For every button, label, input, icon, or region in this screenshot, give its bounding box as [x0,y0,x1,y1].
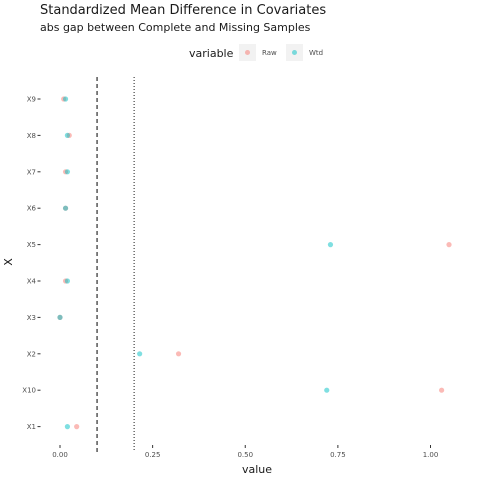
point-wtd-x2 [137,351,143,357]
chart-title: Standardized Mean Difference in Covariat… [40,3,326,18]
point-wtd-x8 [64,132,71,138]
point-wtd-x5 [327,242,334,248]
y-tick-label-x3: X3 [27,314,36,322]
point-wtd-x7 [64,169,71,175]
legend-label-raw: Raw [262,49,277,57]
x-axis-title: value [242,463,272,476]
y-tick-label-x9: X9 [27,96,36,104]
data-points [57,96,452,430]
y-tick-label-x8: X8 [27,132,36,140]
y-tick-label-x7: X7 [27,168,36,176]
point-raw-x10 [439,387,445,393]
point-wtd-x9 [62,96,69,102]
point-raw-x2 [175,351,182,357]
y-tick-label-x2: X2 [27,350,36,358]
point-wtd-x3 [57,314,63,320]
y-axis-title: X [2,258,15,266]
x-tick-label-1: 0.25 [145,451,161,459]
point-wtd-x10 [324,387,330,393]
y-tick-label-x6: X6 [27,205,37,213]
reference-lines [96,77,135,452]
y-tick-label-x10: X10 [22,387,36,395]
point-wtd-x1 [64,424,71,430]
legend-label-wtd: Wtd [309,49,323,57]
x-axis: 0.00 0.25 0.50 0.75 1.00 [52,445,438,459]
x-tick-label-0: 0.00 [52,451,68,459]
legend: variable Raw Wtd [189,44,323,61]
y-axis: X9 X8 X7 X6 X5 X4 X3 X2 X10 X1 [22,96,41,431]
y-tick-label-x1: X1 [27,423,36,431]
legend-swatch-wtd [292,50,297,55]
chart-subtitle: abs gap between Complete and Missing Sam… [40,21,311,34]
legend-swatch-raw [245,50,250,55]
x-tick-label-3: 0.75 [330,451,346,459]
point-raw-x5 [446,242,452,248]
point-wtd-x6 [62,205,69,211]
x-tick-label-2: 0.50 [237,451,253,459]
y-tick-label-x4: X4 [27,278,37,286]
legend-item-wtd: Wtd [286,44,323,61]
y-tick-label-x5: X5 [27,241,36,249]
point-wtd-x4 [64,278,71,284]
x-tick-label-4: 1.00 [423,451,439,459]
legend-item-raw: Raw [239,44,277,61]
legend-title: variable [189,47,234,60]
point-raw-x1 [74,424,80,430]
